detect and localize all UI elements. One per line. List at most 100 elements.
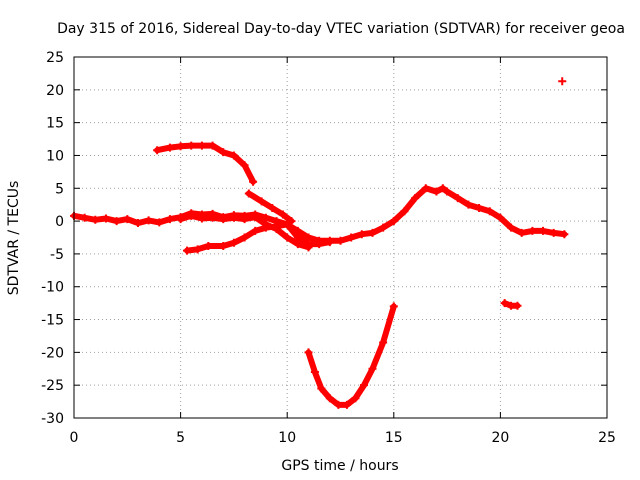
data-point [187, 211, 196, 220]
data-point [517, 228, 526, 237]
data-point [558, 77, 567, 86]
data-point [219, 215, 228, 224]
y-tick-label: -20 [41, 345, 64, 361]
data-point [293, 233, 302, 242]
data-point [389, 302, 398, 311]
y-tick-label: 5 [55, 181, 64, 197]
data-point [389, 217, 398, 226]
data-point [359, 381, 368, 390]
x-tick-label: 20 [491, 430, 509, 446]
data-point [528, 226, 537, 235]
series-outlier [558, 77, 567, 86]
data-point [379, 223, 388, 232]
x-tick-label: 15 [385, 430, 403, 446]
data-point [249, 177, 258, 186]
data-point [251, 213, 260, 222]
x-tick-label: 0 [70, 430, 79, 446]
y-tick-label: -25 [41, 378, 64, 394]
data-point [310, 368, 319, 377]
y-axis-label: SDTVAR / TECUs [6, 181, 22, 296]
data-point [187, 141, 196, 150]
data-point [257, 197, 266, 206]
x-tick-label: 10 [278, 430, 296, 446]
y-tick-label: 10 [46, 148, 64, 164]
series-descending-segment [244, 189, 296, 226]
data-point [219, 242, 228, 251]
data-point [304, 240, 313, 249]
data-point [325, 394, 334, 403]
x-tick-label: 5 [176, 430, 185, 446]
data-point [229, 213, 238, 222]
data-point [123, 215, 132, 224]
y-tick-label: -5 [50, 247, 64, 263]
data-point [283, 220, 292, 229]
tick-layer: 0 5 10 15 20 25 -30 -25 -20 -15 -10 -5 0 5 10 15 20 25 [41, 50, 616, 446]
data-point [208, 141, 217, 150]
data-point [112, 217, 121, 226]
data-point [325, 238, 334, 247]
data-point [204, 242, 213, 251]
data-layer [70, 77, 569, 409]
data-point [560, 230, 569, 239]
data-point [513, 301, 522, 310]
y-tick-label: 15 [46, 116, 64, 132]
data-point [453, 194, 462, 203]
data-point [432, 187, 441, 196]
series-small-dip [500, 299, 522, 310]
data-point [342, 400, 351, 409]
data-point [379, 338, 388, 347]
series-upper-arc [153, 141, 258, 186]
data-point [240, 233, 249, 242]
data-point [133, 219, 142, 228]
data-point [438, 184, 447, 193]
data-point [347, 233, 356, 242]
data-point [539, 226, 548, 235]
data-point [229, 151, 238, 160]
data-point [496, 213, 505, 222]
data-point [334, 400, 343, 409]
data-point [229, 238, 238, 247]
data-point [153, 146, 162, 155]
data-point [315, 240, 324, 249]
data-point [251, 226, 260, 235]
data-point [278, 210, 287, 219]
data-point [336, 236, 345, 245]
y-tick-label: -10 [41, 280, 64, 296]
data-point [80, 213, 89, 222]
grid-layer [74, 57, 607, 418]
data-point [400, 207, 409, 216]
plot-frame [73, 56, 608, 419]
data-point [165, 215, 174, 224]
data-point [317, 384, 326, 393]
data-point [208, 213, 217, 222]
data-point [475, 203, 484, 212]
data-point [144, 216, 153, 225]
data-point [500, 299, 509, 308]
y-tick-label: -30 [41, 411, 64, 427]
data-point [368, 228, 377, 237]
series-band [154, 142, 257, 185]
data-point [197, 141, 206, 150]
data-point [240, 161, 249, 170]
data-point [165, 143, 174, 152]
y-tick-label: -15 [41, 313, 64, 329]
data-point [272, 222, 281, 231]
data-point [182, 246, 191, 255]
data-point [244, 189, 253, 198]
y-tick-label: 25 [46, 50, 64, 66]
x-axis-label: GPS time / hours [281, 458, 398, 474]
data-point [283, 233, 292, 242]
data-point [351, 394, 360, 403]
data-point [507, 223, 516, 232]
data-point [464, 200, 473, 209]
y-tick-label: 20 [46, 83, 64, 99]
data-point [261, 223, 270, 232]
y-tick-label: 0 [55, 214, 64, 230]
data-point [197, 214, 206, 223]
data-point [91, 215, 100, 224]
data-point [287, 217, 296, 226]
data-point [240, 215, 249, 224]
data-point [411, 194, 420, 203]
data-point [219, 148, 228, 157]
